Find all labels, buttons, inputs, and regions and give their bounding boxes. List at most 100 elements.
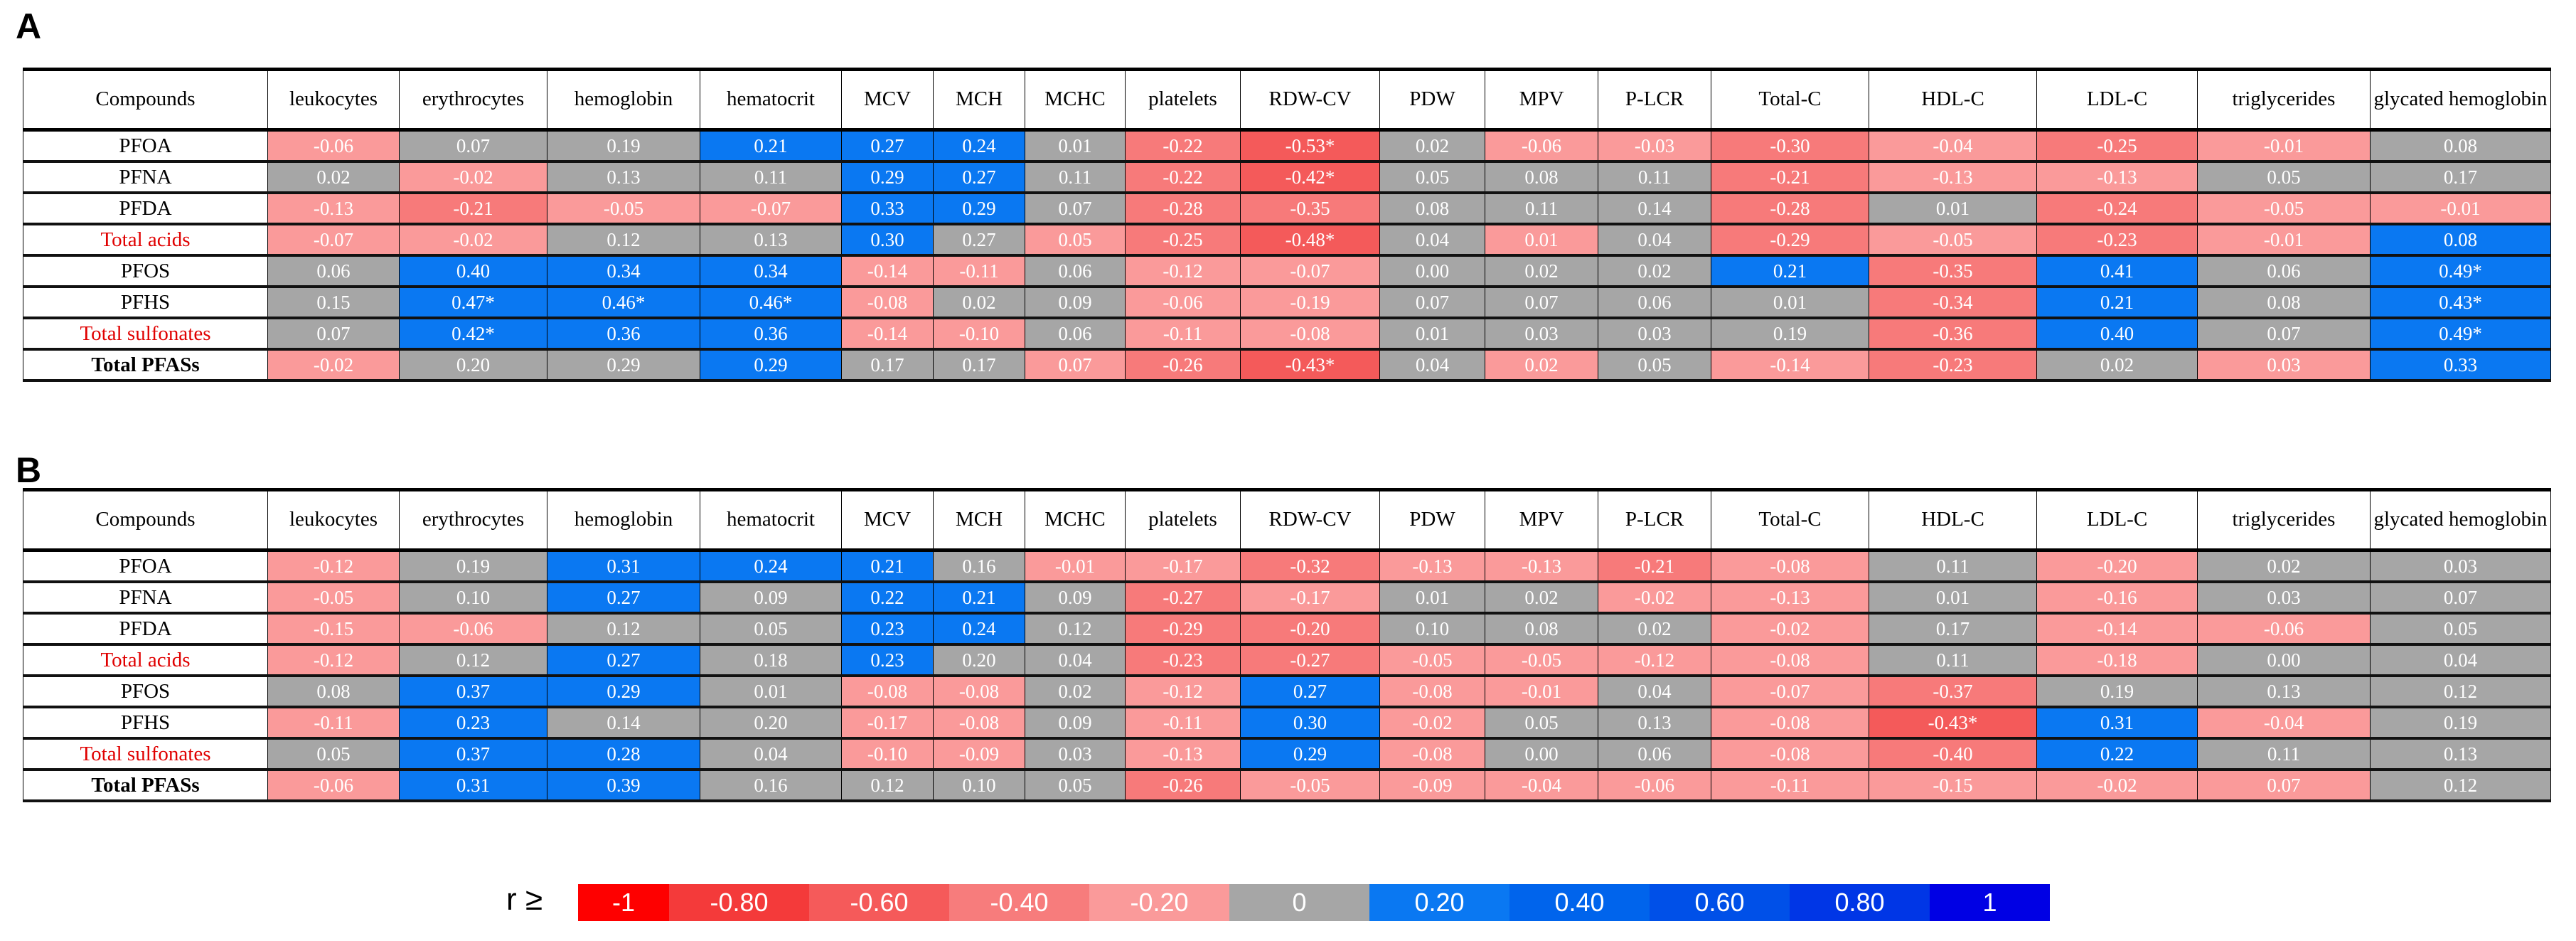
- heatmap-cell: -0.07: [700, 192, 842, 225]
- heatmap-cell: -0.21: [1711, 161, 1869, 194]
- heatmap-cell: -0.12: [267, 550, 400, 583]
- heatmap-cell: 0.07: [1025, 349, 1126, 382]
- heatmap-cell: -0.02: [267, 349, 400, 382]
- heatmap-cell: -0.11: [933, 255, 1025, 288]
- heatmap-cell: -0.36: [1869, 317, 2037, 351]
- column-header: MCHC: [1025, 68, 1126, 132]
- heatmap-cell: 0.18: [700, 644, 842, 677]
- heatmap-cell: -0.07: [267, 223, 400, 257]
- heatmap-cell: 0.04: [1598, 223, 1711, 257]
- table-row: PFOS 0.08 0.37 0.29 0.01 -0.08 -0.08 0.02 -0.12 0…: [23, 675, 2551, 708]
- heatmap-cell: 0.28: [547, 738, 700, 771]
- heatmap-cell: -0.12: [267, 644, 400, 677]
- heatmap-cell: 0.04: [2370, 644, 2551, 677]
- heatmap-cell: 0.17: [2370, 161, 2551, 194]
- column-header: HDL-C: [1869, 68, 2037, 132]
- heatmap-cell: 0.13: [700, 223, 842, 257]
- heatmap-cell: 0.08: [1379, 192, 1485, 225]
- heatmap-cell: 0.49*: [2370, 317, 2551, 351]
- heatmap-cell: 0.34: [700, 255, 842, 288]
- row-label: Total sulfonates: [23, 317, 268, 351]
- heatmap-cell: -0.08: [841, 286, 934, 319]
- heatmap-cell: 0.11: [1025, 161, 1126, 194]
- column-header: MCV: [841, 68, 934, 132]
- heatmap-cell: -0.11: [1711, 769, 1869, 802]
- heatmap-cell: -0.22: [1125, 129, 1241, 163]
- heatmap-cell: -0.08: [1711, 738, 1869, 771]
- heatmap-cell: -0.29: [1711, 223, 1869, 257]
- heatmap-cell: -0.26: [1125, 769, 1241, 802]
- heatmap-cell: 0.11: [2197, 738, 2371, 771]
- heatmap-cell: -0.09: [933, 738, 1025, 771]
- table-row: PFNA 0.02 -0.02 0.13 0.11 0.29 0.27 0.11 -0.22 -0…: [23, 161, 2551, 194]
- table-row: PFDA -0.13 -0.21 -0.05 -0.07 0.33 0.29 0.07 -0.2…: [23, 192, 2551, 225]
- column-header: hematocrit: [700, 488, 842, 552]
- heatmap-cell: -0.05: [547, 192, 700, 225]
- heatmap-cell: -0.10: [933, 317, 1025, 351]
- heatmap-cell: 0.31: [2036, 706, 2198, 740]
- heatmap-cell: 0.11: [1869, 550, 2037, 583]
- table-row: PFNA -0.05 0.10 0.27 0.09 0.22 0.21 0.09 -0.27 -0…: [23, 581, 2551, 615]
- heatmap-cell: 0.13: [2370, 738, 2551, 771]
- heatmap-cell: -0.05: [1869, 223, 2037, 257]
- heatmap-cell: 0.40: [399, 255, 547, 288]
- column-header: leukocytes: [267, 68, 400, 132]
- heatmap-cell: 0.02: [1485, 349, 1598, 382]
- heatmap-cell: 0.31: [547, 550, 700, 583]
- heatmap-cell: 0.41: [2036, 255, 2198, 288]
- heatmap-cell: -0.32: [1240, 550, 1380, 583]
- heatmap-cell: 0.36: [700, 317, 842, 351]
- heatmap-cell: -0.11: [1125, 706, 1241, 740]
- row-label: PFOS: [23, 255, 268, 288]
- heatmap-cell: -0.23: [2036, 223, 2198, 257]
- heatmap-cell: -0.13: [1125, 738, 1241, 771]
- heatmap-cell: -0.04: [1485, 769, 1598, 802]
- legend-swatch: 0.60: [1650, 884, 1790, 921]
- heatmap-cell: 0.05: [2370, 612, 2551, 646]
- heatmap-cell: -0.18: [2036, 644, 2198, 677]
- heatmap-cell: -0.22: [1125, 161, 1241, 194]
- heatmap-cell: -0.06: [1125, 286, 1241, 319]
- heatmap-cell: -0.05: [1485, 644, 1598, 677]
- heatmap-cell: -0.13: [1869, 161, 2037, 194]
- legend-swatch: -1: [578, 884, 669, 921]
- heatmap-cell: 0.27: [547, 644, 700, 677]
- heatmap-cell: -0.13: [267, 192, 400, 225]
- column-header: LDL-C: [2036, 488, 2198, 552]
- column-header: glycated hemoglobin: [2370, 68, 2551, 132]
- row-label: PFOA: [23, 550, 268, 583]
- heatmap-cell: 0.03: [1485, 317, 1598, 351]
- column-header: RDW-CV: [1240, 488, 1380, 552]
- heatmap-cell: 0.21: [933, 581, 1025, 615]
- heatmap-cell: 0.06: [267, 255, 400, 288]
- legend-swatch: 0.40: [1509, 884, 1650, 921]
- column-header: MCV: [841, 488, 934, 552]
- heatmap-cell: -0.25: [1125, 223, 1241, 257]
- heatmap-cell: 0.42*: [399, 317, 547, 351]
- row-label: PFHS: [23, 706, 268, 740]
- heatmap-cell: -0.23: [1125, 644, 1241, 677]
- panel-label-a: A: [16, 6, 42, 46]
- heatmap-cell: -0.17: [1240, 581, 1380, 615]
- heatmap-cell: 0.07: [1485, 286, 1598, 319]
- heatmap-cell: 0.00: [1485, 738, 1598, 771]
- heatmap-cell: -0.08: [1240, 317, 1380, 351]
- heatmap-cell: -0.20: [1240, 612, 1380, 646]
- heatmap-cell: 0.22: [2036, 738, 2198, 771]
- heatmap-cell: 0.06: [1598, 738, 1711, 771]
- legend-swatch: 0.20: [1369, 884, 1509, 921]
- heatmap-cell: 0.27: [547, 581, 700, 615]
- heatmap-cell: 0.13: [1598, 706, 1711, 740]
- heatmap-cell: 0.02: [1025, 675, 1126, 708]
- heatmap-cell: 0.04: [1598, 675, 1711, 708]
- heatmap-cell: 0.06: [1025, 255, 1126, 288]
- heatmap-cell: 0.19: [1711, 317, 1869, 351]
- heatmap-cell: 0.12: [1025, 612, 1126, 646]
- heatmap-cell: -0.02: [399, 161, 547, 194]
- heatmap-cell: -0.14: [1711, 349, 1869, 382]
- heatmap-cell: 0.33: [2370, 349, 2551, 382]
- heatmap-cell: 0.02: [1379, 129, 1485, 163]
- heatmap-cell: 0.04: [1025, 644, 1126, 677]
- heatmap-cell: -0.25: [2036, 129, 2198, 163]
- heatmap-cell: 0.40: [2036, 317, 2198, 351]
